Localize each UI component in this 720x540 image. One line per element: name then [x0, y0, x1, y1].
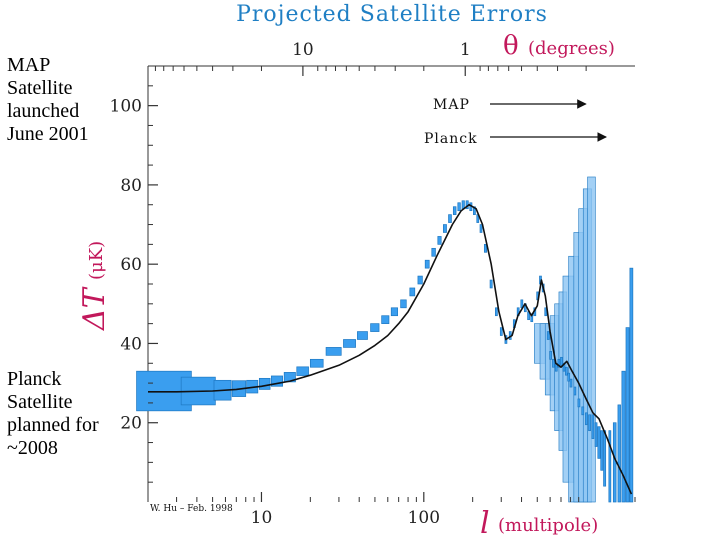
planck-error-box — [452, 206, 457, 215]
map-error-box — [587, 176, 596, 503]
planck-error-box — [431, 247, 436, 257]
annotation-map-label: MAP — [433, 97, 470, 113]
axis-ticks: 10 100 10 1 20 40 60 80 100 — [110, 40, 636, 528]
top-axis-label: θ (degrees) — [503, 31, 615, 61]
planck-error-box — [479, 224, 483, 233]
planck-error-box — [443, 224, 447, 233]
x-axis-symbol: l — [480, 506, 490, 540]
planck-error-box — [390, 307, 398, 317]
planck-error-box — [448, 214, 452, 223]
y-tick-label: 40 — [120, 334, 142, 354]
planck-error-box — [585, 412, 588, 426]
planck-error-box — [309, 358, 324, 368]
annotation-map: MAP — [433, 97, 587, 113]
planck-error-box — [483, 244, 488, 253]
x-tick-label: 10 — [251, 508, 273, 528]
top-tick-label: 10 — [292, 40, 314, 60]
planck-error-box — [603, 430, 607, 487]
planck-error-box — [473, 206, 476, 215]
planck-error-box — [552, 358, 555, 368]
planck-error-box — [625, 327, 630, 503]
planck-error-box — [597, 426, 601, 459]
planck-error-box — [629, 267, 634, 503]
side-note-map-launch: MAP Satellite launched June 2001 — [7, 54, 89, 145]
planck-error-box — [270, 375, 283, 387]
planck-error-box — [489, 279, 493, 289]
planck-error-box — [424, 259, 430, 269]
theory-curve — [147, 203, 633, 495]
annotation-planck: Planck — [424, 131, 608, 147]
planck-error-box — [296, 366, 309, 376]
y-axis-label: ΔT (μK) — [77, 241, 112, 331]
x-axis-label: l (multipole) — [480, 506, 598, 540]
top-axis-symbol: θ — [503, 31, 519, 61]
planck-error-box — [594, 422, 598, 447]
planck-error-box — [569, 378, 573, 388]
error-boxes — [136, 176, 634, 503]
planck-error-box — [381, 315, 390, 324]
planck-error-box — [617, 404, 621, 503]
planck-error-box — [343, 339, 356, 348]
planck-error-box — [573, 386, 577, 396]
planck-error-box — [565, 366, 568, 376]
y-tick-label: 20 — [120, 414, 142, 434]
y-tick-label: 60 — [120, 255, 142, 275]
planck-error-box — [560, 356, 563, 366]
theory-curve-group — [147, 203, 633, 495]
planck-error-box — [437, 236, 442, 245]
planck-error-box — [400, 299, 407, 309]
chart-credit: W. Hu – Feb. 1998 — [150, 504, 233, 514]
planck-error-box — [549, 351, 552, 360]
planck-error-box — [417, 275, 423, 285]
x-axis-unit: (multipole) — [498, 515, 598, 536]
planck-error-box — [258, 377, 271, 390]
y-axis-symbol: ΔT — [77, 286, 112, 331]
planck-error-box — [357, 331, 368, 340]
side-note-planck-planned: Planck Satellite planned for ~2008 — [7, 368, 99, 459]
planck-error-box — [325, 347, 342, 356]
planck-error-box — [591, 414, 595, 439]
planck-error-box — [457, 202, 461, 212]
planck-error-box — [546, 331, 550, 340]
top-tick-label: 1 — [460, 40, 471, 60]
planck-error-box — [588, 414, 591, 432]
planck-error-box — [621, 370, 626, 503]
planck-error-box — [409, 287, 416, 297]
annotation-planck-label: Planck — [424, 131, 478, 147]
top-axis-unit: (degrees) — [528, 38, 615, 59]
planck-error-box — [499, 327, 503, 336]
planck-error-box — [577, 398, 581, 408]
y-tick-label: 80 — [120, 176, 142, 196]
planck-error-box — [581, 406, 585, 416]
planck-error-box — [557, 358, 561, 368]
planck-error-box — [567, 372, 571, 382]
planck-error-box — [600, 430, 604, 471]
planck-error-box — [370, 323, 380, 332]
chart-title: Projected Satellite Errors — [236, 2, 548, 27]
planck-error-box — [495, 307, 498, 317]
planck-error-box — [612, 422, 617, 503]
planck-error-box — [608, 430, 612, 503]
y-tick-label: 100 — [110, 97, 142, 117]
y-axis-unit: (μK) — [86, 241, 107, 280]
x-tick-label: 100 — [408, 508, 440, 528]
